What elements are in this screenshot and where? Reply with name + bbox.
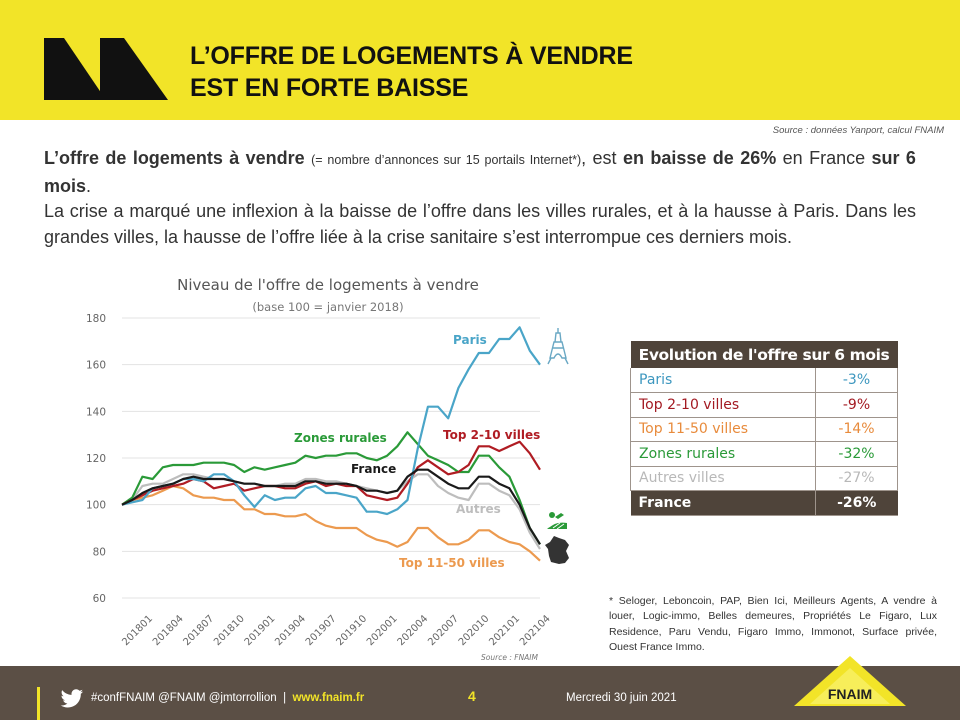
x-tick-label: 202104 [518, 613, 553, 648]
intro-text-2: en France [782, 148, 866, 168]
social-separator: | [283, 692, 287, 704]
table-row: France -26% [630, 490, 898, 516]
table-row-value: -27% [815, 466, 898, 491]
series-label: Paris [453, 333, 487, 347]
table-row-label: Top 11-50 villes [630, 417, 816, 442]
x-tick-label: 202101 [487, 613, 522, 648]
table-row-value: -9% [815, 392, 898, 418]
title-line-2: EST EN FORTE BAISSE [190, 74, 469, 102]
chart-source: Source : FNAIM [481, 653, 538, 662]
intro-bold-1: L’offre de logements à vendre [44, 148, 305, 168]
table-row-value: -3% [815, 368, 898, 393]
intro-text: L’offre de logements à vendre (= nombre … [44, 146, 916, 250]
intro-paragraph-2: La crise a marqué une inflexion à la bai… [44, 201, 916, 247]
table-row-value: -14% [815, 417, 898, 442]
series-line-zones-rurales [121, 431, 541, 545]
chart-title: Niveau de l'offre de logements à vendre [177, 276, 479, 294]
x-tick-label: 201907 [304, 613, 339, 648]
intro-bold-3: sur 6 mois [44, 148, 916, 196]
intro-paragraph-1: L’offre de logements à vendre (= nombre … [44, 146, 916, 199]
chart-series [121, 326, 541, 562]
table-row-label: Zones rurales [630, 441, 816, 467]
evolution-table: Evolution de l'offre sur 6 mois Paris -3%… [630, 341, 898, 516]
y-tick-label: 60 [93, 593, 106, 605]
fnaim-chevron-logo [44, 38, 168, 100]
series-line-autres [121, 473, 541, 550]
series-line-paris [121, 326, 541, 516]
social-text: #confFNAIM @FNAIM @jmtorrollion [91, 692, 277, 704]
table-row: Paris -3% [630, 368, 898, 393]
table-row-label: Top 2-10 villes [630, 392, 816, 418]
series-label: Autres [456, 502, 501, 516]
x-tick-label: 201810 [212, 613, 247, 648]
intro-note: (= nombre d’annonces sur 15 portails Int… [311, 153, 582, 167]
table-row-value: -32% [815, 441, 898, 467]
y-tick-label: 100 [86, 500, 106, 512]
x-tick-label: 202001 [365, 613, 400, 648]
x-tick-label: 201901 [243, 613, 278, 648]
x-axis: 2018012018042018072018102019012019042019… [120, 613, 552, 648]
series-labels: Paris Top 2-10 villes Zones rurales France A… [294, 333, 540, 570]
y-tick-label: 180 [86, 313, 106, 325]
x-tick-label: 202007 [426, 613, 461, 648]
offer-level-chart: Niveau de l'offre de logements à vendre … [86, 276, 569, 662]
series-line-top-11-50-villes [121, 484, 541, 562]
france-map-icon [545, 536, 569, 564]
social-handles: #confFNAIM @FNAIM @jmtorrollion | www.fn… [91, 692, 364, 704]
x-tick-label: 201804 [151, 613, 186, 648]
fnaim-logo-text: FNAIM [828, 686, 872, 702]
twitter-icon[interactable] [60, 689, 84, 709]
page-title: L’OFFRE DE LOGEMENTS À VENDRE EST EN FOR… [190, 40, 633, 104]
eiffel-tower-icon [547, 328, 569, 365]
series-label: Zones rurales [294, 431, 387, 445]
intro-text-1: , est [581, 148, 617, 168]
x-tick-label: 201910 [334, 613, 369, 648]
table-row-label: France [630, 490, 816, 516]
series-label: France [351, 462, 396, 476]
y-tick-label: 80 [93, 546, 106, 558]
field-icon [547, 512, 567, 530]
intro-bold-2: en baisse de 26% [622, 148, 777, 168]
website-link[interactable]: www.fnaim.fr [292, 692, 365, 704]
series-line-france [121, 468, 541, 545]
x-tick-label: 201801 [120, 613, 155, 648]
series-label: Top 11-50 villes [399, 556, 505, 570]
table-row: Zones rurales -32% [630, 441, 898, 467]
table-row-label: Autres villes [630, 466, 816, 491]
x-tick-label: 202010 [457, 613, 492, 648]
y-tick-label: 160 [86, 360, 106, 372]
y-tick-label: 120 [86, 453, 106, 465]
footer-accent-bar [37, 687, 40, 720]
series-label: Top 2-10 villes [443, 428, 540, 442]
title-line-1: L’OFFRE DE LOGEMENTS À VENDRE [190, 42, 633, 70]
x-tick-label: 201807 [182, 613, 217, 648]
chart-subtitle: (base 100 = janvier 2018) [252, 300, 403, 314]
table-row: Top 2-10 villes -9% [630, 392, 898, 418]
chart-grid [122, 317, 540, 599]
page-number: 4 [468, 688, 476, 704]
table-row-label: Paris [630, 368, 816, 393]
footer: #confFNAIM @FNAIM @jmtorrollion | www.fn… [0, 666, 960, 720]
table-header: Evolution de l'offre sur 6 mois [630, 341, 898, 368]
source-note: Source : données Yanport, calcul FNAIM [772, 125, 944, 136]
fnaim-logo: FNAIM [794, 656, 906, 706]
y-tick-label: 140 [86, 406, 106, 418]
table-row: Top 11-50 villes -14% [630, 417, 898, 442]
table-row: Autres villes -27% [630, 466, 898, 491]
y-axis: 60 80 100 120 140 160 180 [86, 313, 106, 605]
intro-period: . [86, 175, 92, 196]
x-tick-label: 202004 [396, 613, 431, 648]
table-row-value: -26% [815, 490, 898, 516]
footnote: * Seloger, Leboncoin, PAP, Bien Ici, Mei… [609, 595, 937, 653]
header-band: L’OFFRE DE LOGEMENTS À VENDRE EST EN FOR… [0, 0, 960, 120]
x-tick-label: 201904 [273, 613, 308, 648]
footer-date: Mercredi 30 juin 2021 [566, 692, 677, 704]
